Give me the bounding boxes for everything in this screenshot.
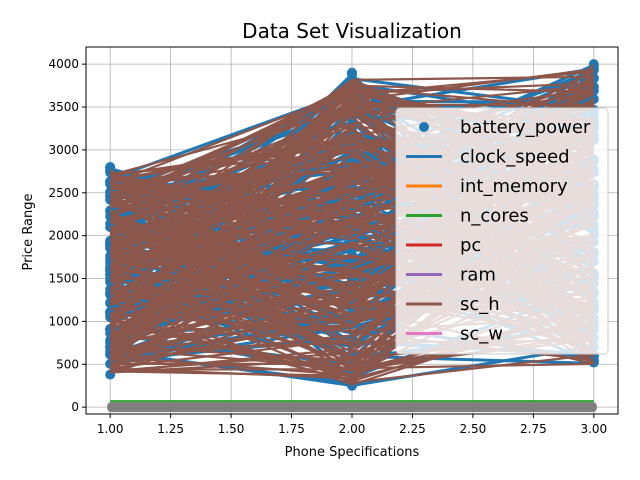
legend-label: sc_w: [460, 324, 503, 345]
y-tick-label: 4000: [48, 57, 79, 71]
x-tick-label: 1.25: [157, 422, 184, 436]
legend-label: ram: [460, 265, 496, 286]
y-tick-label: 3000: [48, 143, 79, 157]
x-tick-label: 3.00: [580, 422, 607, 436]
y-tick-label: 500: [56, 357, 79, 371]
legend-label: pc: [460, 235, 481, 256]
baseline-band: [107, 402, 597, 413]
legend-label: sc_h: [460, 294, 500, 315]
legend-label: n_cores: [460, 206, 529, 227]
x-tick-label: 2.25: [399, 422, 426, 436]
series-line-sc_h: [109, 84, 594, 352]
x-tick-label: 2.50: [460, 422, 487, 436]
chart-title: Data Set Visualization: [242, 19, 462, 43]
x-tick-label: 1.50: [218, 422, 245, 436]
legend-label: battery_power: [460, 117, 591, 138]
x-axis-label: Phone Specifications: [285, 445, 420, 460]
y-tick-label: 3500: [48, 100, 79, 114]
legend-label: int_memory: [460, 176, 568, 197]
x-tick-label: 1.00: [97, 422, 124, 436]
y-tick-label: 2500: [48, 186, 79, 200]
y-axis-label: Price Range: [21, 193, 36, 270]
legend-marker: [419, 122, 429, 132]
legend-label: clock_speed: [460, 147, 570, 168]
x-tick-label: 2.75: [520, 422, 547, 436]
y-tick-label: 1500: [48, 272, 79, 286]
legend: battery_power clock_speed int_memory n_core…: [395, 107, 609, 355]
series-line-sc_h: [109, 88, 594, 251]
y-tick-label: 1000: [48, 314, 79, 328]
y-tick-label: 2000: [48, 229, 79, 243]
x-tick-label: 2.00: [339, 422, 366, 436]
legend-box: [395, 107, 609, 355]
y-tick-label: 0: [71, 400, 79, 414]
x-tick-label: 1.75: [278, 422, 305, 436]
